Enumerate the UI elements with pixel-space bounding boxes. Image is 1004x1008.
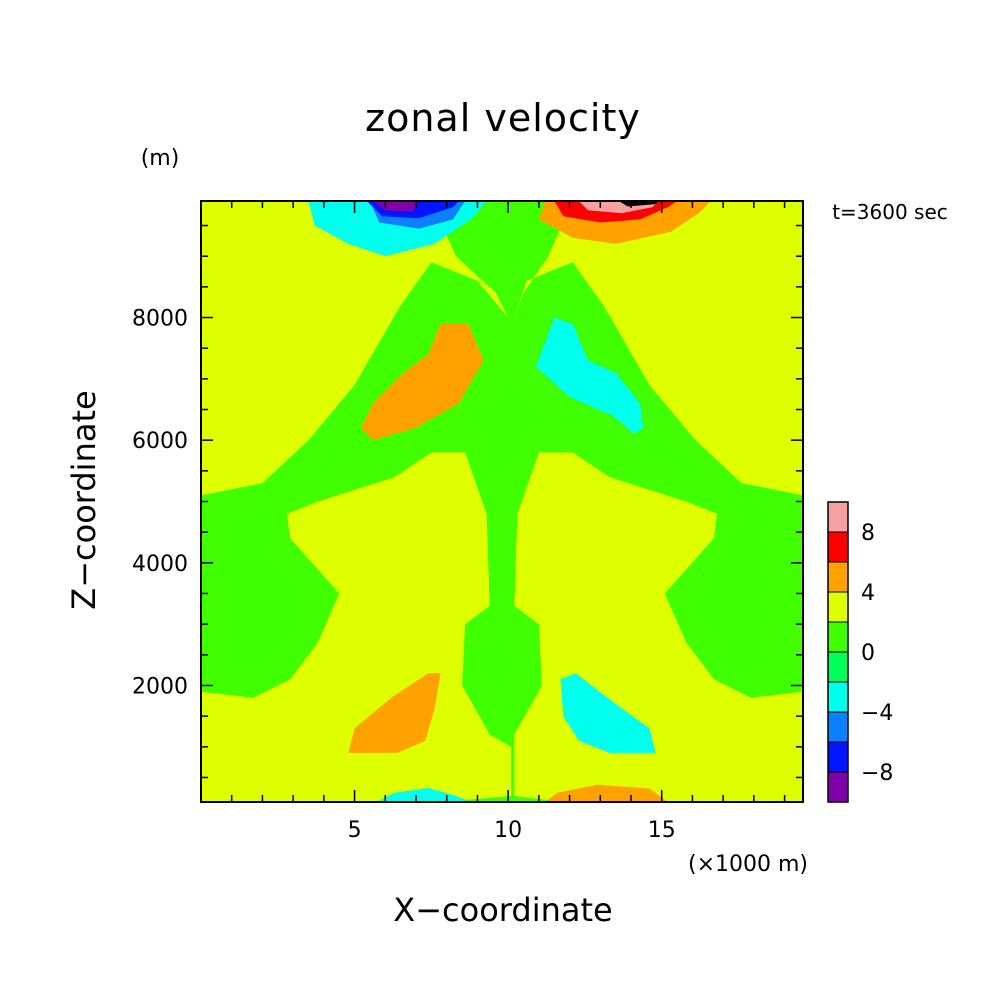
- axis-ticks: [201, 201, 803, 802]
- colorbar-swatch: [827, 651, 849, 683]
- colorbar-frame: [827, 501, 849, 803]
- contour-region: [201, 452, 512, 802]
- colorbar-tick-label: 0: [861, 641, 875, 666]
- contour-region: [373, 201, 420, 212]
- x-axis-title: X−coordinate: [393, 891, 612, 929]
- x-tick-label: 10: [494, 818, 522, 843]
- x-unit-label: (×1000 m): [688, 852, 808, 877]
- contour-region: [618, 201, 659, 207]
- contour-region: [514, 201, 803, 496]
- contour-region: [535, 317, 644, 434]
- y-tick-label: 6000: [132, 429, 188, 454]
- y-tick-label: 4000: [132, 552, 188, 577]
- colorbar-tick-label: 4: [861, 581, 875, 606]
- colorbar-tick-label: −8: [861, 761, 893, 786]
- y-axis-title: Z−coordinate: [65, 390, 103, 609]
- colorbar-swatch: [827, 621, 849, 653]
- contour-region: [560, 673, 656, 753]
- contour-field: [201, 201, 803, 802]
- x-tick-label: 5: [348, 818, 362, 843]
- contour-region: [201, 201, 509, 496]
- y-tick-labels: 2000 4000 6000 8000: [132, 307, 188, 700]
- colorbar-swatch: [827, 771, 849, 803]
- colorbar-swatch: [827, 711, 849, 743]
- colorbar-swatch: [827, 591, 849, 623]
- time-annotation: t=3600 sec: [832, 200, 948, 224]
- contour-region: [545, 784, 668, 802]
- colorbar-tick-label: 8: [861, 521, 875, 546]
- x-tick-labels: 5 10 15: [348, 818, 676, 843]
- y-tick-label: 8000: [132, 307, 188, 332]
- colorbar-swatch: [827, 531, 849, 563]
- colorbar-swatch: [827, 561, 849, 593]
- y-unit-label: (m): [141, 146, 180, 171]
- y-tick-label: 2000: [132, 674, 188, 699]
- contour-region: [376, 787, 472, 802]
- colorbar-swatch: [827, 501, 849, 533]
- colorbar-tick-label: −4: [861, 701, 893, 726]
- colorbar-swatch: [827, 681, 849, 713]
- colorbar: −8 −4 0 4 8: [827, 501, 893, 803]
- colorbar-swatch: [827, 741, 849, 773]
- x-tick-label: 15: [648, 818, 676, 843]
- contour-region: [360, 323, 484, 441]
- chart-title: zonal velocity: [365, 96, 641, 140]
- contour-region: [348, 673, 441, 753]
